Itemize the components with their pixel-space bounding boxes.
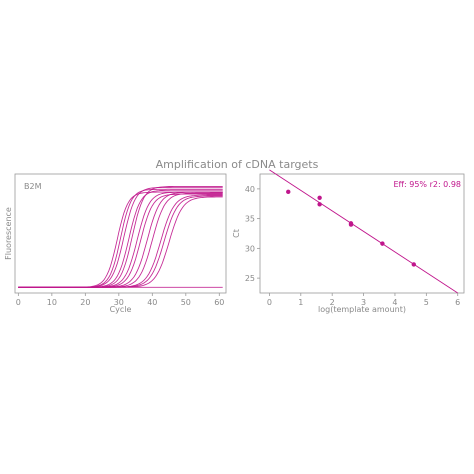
amplification-curve (18, 194, 223, 288)
left-x-axis-label: Cycle (110, 305, 132, 314)
x-tick-label: 50 (181, 298, 191, 307)
x-tick-label: 1 (298, 298, 303, 307)
x-tick-label: 0 (16, 298, 21, 307)
right-points (286, 189, 416, 267)
amplification-curve (18, 195, 223, 288)
left-x-ticks: 0 10 20 30 40 50 60 (16, 293, 224, 307)
left-panel-annotation: B2M (24, 182, 42, 191)
right-x-axis-label: log(template amount) (318, 305, 406, 314)
fit-line (269, 169, 458, 294)
y-tick-label: 35 (245, 215, 255, 224)
right-y-axis-label: Ct (232, 229, 241, 238)
right-chart-panel: 0 1 2 3 4 5 6 25 30 35 40 Eff: 95% r2: 0.98 log(t… (232, 169, 465, 314)
y-tick-label: 25 (245, 274, 255, 283)
right-fit-line-group (269, 169, 458, 294)
left-y-axis-label: Fluorescence (4, 207, 13, 260)
data-point (411, 262, 416, 267)
x-tick-label: 5 (424, 298, 429, 307)
x-tick-label: 3 (361, 298, 366, 307)
right-x-ticks: 0 1 2 3 4 5 6 (267, 293, 460, 307)
data-point (286, 189, 291, 195)
data-point (348, 222, 354, 227)
right-chart-frame (259, 173, 465, 294)
right-y-ticks: 25 30 35 40 (245, 185, 260, 283)
x-tick-label: 40 (147, 298, 157, 307)
figure-title: Amplification of cDNA targets (155, 158, 319, 171)
left-curves (18, 185, 223, 288)
x-tick-label: 2 (330, 298, 335, 307)
data-point (380, 241, 385, 246)
y-tick-label: 30 (245, 244, 255, 253)
right-panel-annotation: Eff: 95% r2: 0.98 (393, 180, 461, 189)
x-tick-label: 4 (392, 298, 397, 307)
amplification-curve (18, 196, 223, 288)
data-point (317, 202, 322, 207)
left-chart-panel: 0 10 20 30 40 50 60 B2M Cycle Fluorescence (4, 173, 227, 314)
data-point (317, 195, 322, 200)
amplification-curve (18, 193, 223, 288)
amplification-curve (18, 188, 223, 288)
left-chart-frame (14, 173, 227, 294)
x-tick-label: 30 (114, 298, 124, 307)
x-tick-label: 60 (214, 298, 224, 307)
x-tick-label: 10 (47, 298, 57, 307)
y-tick-label: 40 (245, 185, 255, 194)
x-tick-label: 0 (267, 298, 272, 307)
x-tick-label: 6 (455, 298, 460, 307)
x-tick-label: 20 (80, 298, 90, 307)
